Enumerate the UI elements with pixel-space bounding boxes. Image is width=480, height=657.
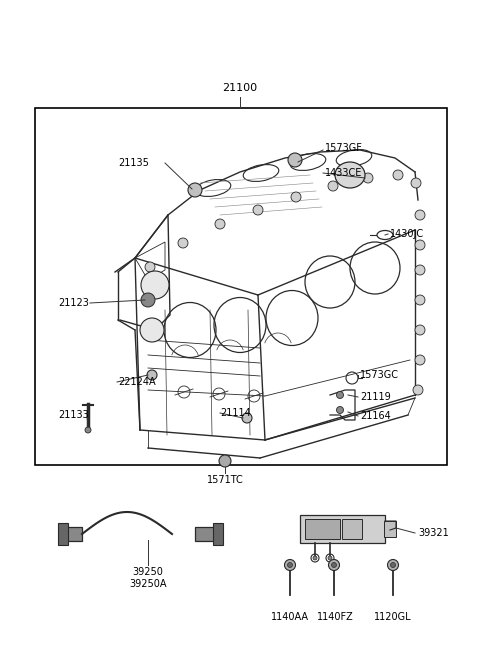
- Circle shape: [85, 427, 91, 433]
- Text: 39250: 39250: [132, 567, 163, 577]
- Circle shape: [188, 183, 202, 197]
- Text: 21133: 21133: [58, 410, 89, 420]
- Circle shape: [141, 293, 155, 307]
- FancyBboxPatch shape: [58, 523, 68, 545]
- Circle shape: [288, 562, 292, 568]
- Circle shape: [415, 240, 425, 250]
- Circle shape: [147, 370, 157, 380]
- Circle shape: [285, 560, 296, 570]
- FancyBboxPatch shape: [195, 527, 215, 541]
- Circle shape: [411, 178, 421, 188]
- Text: 1140FZ: 1140FZ: [317, 612, 353, 622]
- Text: 1573GF: 1573GF: [325, 143, 363, 153]
- Circle shape: [391, 562, 396, 568]
- Text: 21100: 21100: [222, 83, 258, 93]
- Circle shape: [219, 455, 231, 467]
- Circle shape: [291, 192, 301, 202]
- Circle shape: [387, 560, 398, 570]
- Circle shape: [415, 265, 425, 275]
- Circle shape: [328, 556, 332, 560]
- Circle shape: [328, 560, 339, 570]
- Circle shape: [140, 318, 164, 342]
- Text: 1430JC: 1430JC: [390, 229, 424, 239]
- Ellipse shape: [335, 162, 365, 188]
- Bar: [305, 519, 340, 539]
- Circle shape: [178, 238, 188, 248]
- Circle shape: [415, 325, 425, 335]
- Circle shape: [253, 205, 263, 215]
- Text: 1433CE: 1433CE: [325, 168, 362, 178]
- Text: 21114: 21114: [220, 408, 251, 418]
- Circle shape: [415, 295, 425, 305]
- Bar: [342, 519, 362, 539]
- Circle shape: [288, 153, 302, 167]
- Text: 21135: 21135: [118, 158, 149, 168]
- Bar: [300, 515, 385, 543]
- Bar: [35, 108, 447, 465]
- Circle shape: [363, 173, 373, 183]
- FancyBboxPatch shape: [62, 527, 82, 541]
- FancyBboxPatch shape: [213, 523, 223, 545]
- Text: 21119: 21119: [360, 392, 391, 402]
- Circle shape: [215, 219, 225, 229]
- Circle shape: [336, 392, 344, 399]
- Text: 21123: 21123: [58, 298, 89, 308]
- Circle shape: [313, 556, 317, 560]
- Circle shape: [332, 562, 336, 568]
- Circle shape: [336, 407, 344, 413]
- Circle shape: [145, 262, 155, 272]
- Bar: [384, 521, 396, 537]
- Text: 39321: 39321: [418, 528, 449, 538]
- Circle shape: [413, 385, 423, 395]
- Circle shape: [393, 170, 403, 180]
- Text: 1140AA: 1140AA: [271, 612, 309, 622]
- Text: 1573GC: 1573GC: [360, 370, 399, 380]
- Text: 1571TC: 1571TC: [206, 475, 243, 485]
- Text: 21164: 21164: [360, 411, 391, 421]
- Circle shape: [415, 210, 425, 220]
- Text: 39250A: 39250A: [129, 579, 167, 589]
- Circle shape: [328, 181, 338, 191]
- Text: 22124A: 22124A: [118, 377, 156, 387]
- Circle shape: [141, 271, 169, 299]
- Text: 1120GL: 1120GL: [374, 612, 412, 622]
- Circle shape: [415, 355, 425, 365]
- Circle shape: [242, 413, 252, 423]
